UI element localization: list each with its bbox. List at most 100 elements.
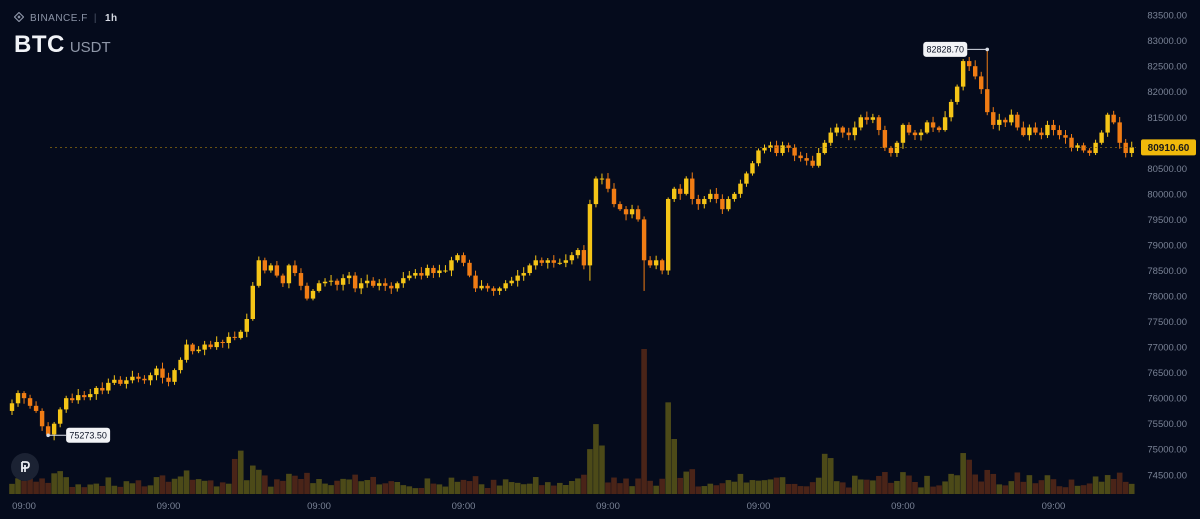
x-tick-label: 09:00 [1042,501,1066,512]
candle-body [112,379,117,383]
volume-bar [773,477,780,494]
volume-bar [141,486,148,494]
price-axis[interactable]: 74500.00 75000.00 75500.00 76000.00 76500.00… [1147,11,1187,482]
candle-body [190,344,195,352]
volume-bar [183,470,190,494]
volume-bar [791,483,798,494]
volume-bar [472,476,479,494]
candle-body [1039,132,1044,136]
candle-body [160,368,165,378]
volume-bar [948,473,954,494]
candle-body [822,142,827,154]
volume-bar [201,480,208,494]
volume-bar [1122,481,1129,494]
candle-body [473,275,478,289]
volume-bar [659,478,665,494]
volume-bar [1038,480,1045,494]
volume-bar [526,483,533,494]
candle-body [455,255,460,261]
volume-bar [978,481,985,494]
candle-body [431,267,436,274]
volume-bar [593,424,599,494]
volume-bar [346,479,352,494]
candle-body [936,127,942,131]
volume-bar [436,484,443,494]
volume-bar [924,475,930,494]
volume-bar [231,458,238,494]
candle-body [635,209,641,220]
candle-body [834,127,839,133]
candle-body [467,262,472,276]
volume-bar [39,478,45,494]
high-marker-dot [985,47,990,52]
candle-body [88,394,93,398]
volume-bar [448,477,455,494]
candle-body [27,398,33,406]
volume-bar [268,486,274,494]
candle-body [292,265,298,274]
brand-logo-icon[interactable] [11,453,39,481]
volume-bar [316,478,322,494]
volume-bar [1032,483,1039,494]
y-tick-label: 76000.00 [1147,394,1187,405]
candle-body [280,275,286,284]
candle-body [51,423,57,435]
y-tick-label: 83000.00 [1147,36,1187,47]
candle-body [774,145,779,154]
candle-body [810,160,815,166]
volume-bar [839,482,846,494]
symbol-pair: BTC USDT [14,31,118,59]
volume-bar [1128,483,1135,494]
volume-bar [936,485,942,494]
candle-body [1051,124,1056,131]
volume-bar [1026,475,1033,494]
high-price-label: 82828.70 [926,45,964,55]
candle-body [1123,142,1128,154]
volume-bar [731,481,738,494]
candle-body [985,89,990,113]
candle-body [268,265,274,271]
volume-bar [243,480,250,494]
candle-body [389,285,394,289]
candle-body [954,86,960,102]
candle-body [1093,142,1098,154]
candle-body [1075,145,1080,148]
volume-bar [159,475,166,494]
volume-bar [1014,472,1021,494]
candle-body [665,198,671,271]
time-axis[interactable]: 09:00 09:00 09:00 09:00 09:00 09:00 09:00 09:00 [12,501,1065,512]
candle-body [1129,147,1134,154]
x-tick-label: 09:00 [307,501,331,512]
candle-body [425,267,430,276]
volume-bar [1008,481,1015,494]
header-divider: | [93,13,97,24]
volume-bar [761,480,768,494]
candle-body [960,61,966,87]
volume-bar [653,485,659,494]
candle-body [57,409,63,424]
candle-body [322,281,328,284]
candle-body [298,273,304,286]
candle-body [9,403,15,411]
candle-body [997,119,1002,125]
interval-label[interactable]: 1h [104,13,118,24]
candle-body [979,76,984,90]
volume-bar [340,478,346,494]
candle-body [166,377,171,382]
candle-body [1021,127,1026,136]
candle-body [641,219,647,261]
volume-bar [1062,487,1069,494]
candle-body [912,132,918,136]
candle-body [629,209,635,215]
volume-bar [478,484,485,494]
candle-body [798,155,803,159]
volume-bar [57,471,63,494]
candle-body [846,132,851,136]
candle-body [238,331,243,338]
candle-body [1063,135,1068,138]
volume-bar [912,481,918,494]
volume-bar [400,485,407,494]
candle-body [924,122,930,133]
candle-body [816,153,821,166]
